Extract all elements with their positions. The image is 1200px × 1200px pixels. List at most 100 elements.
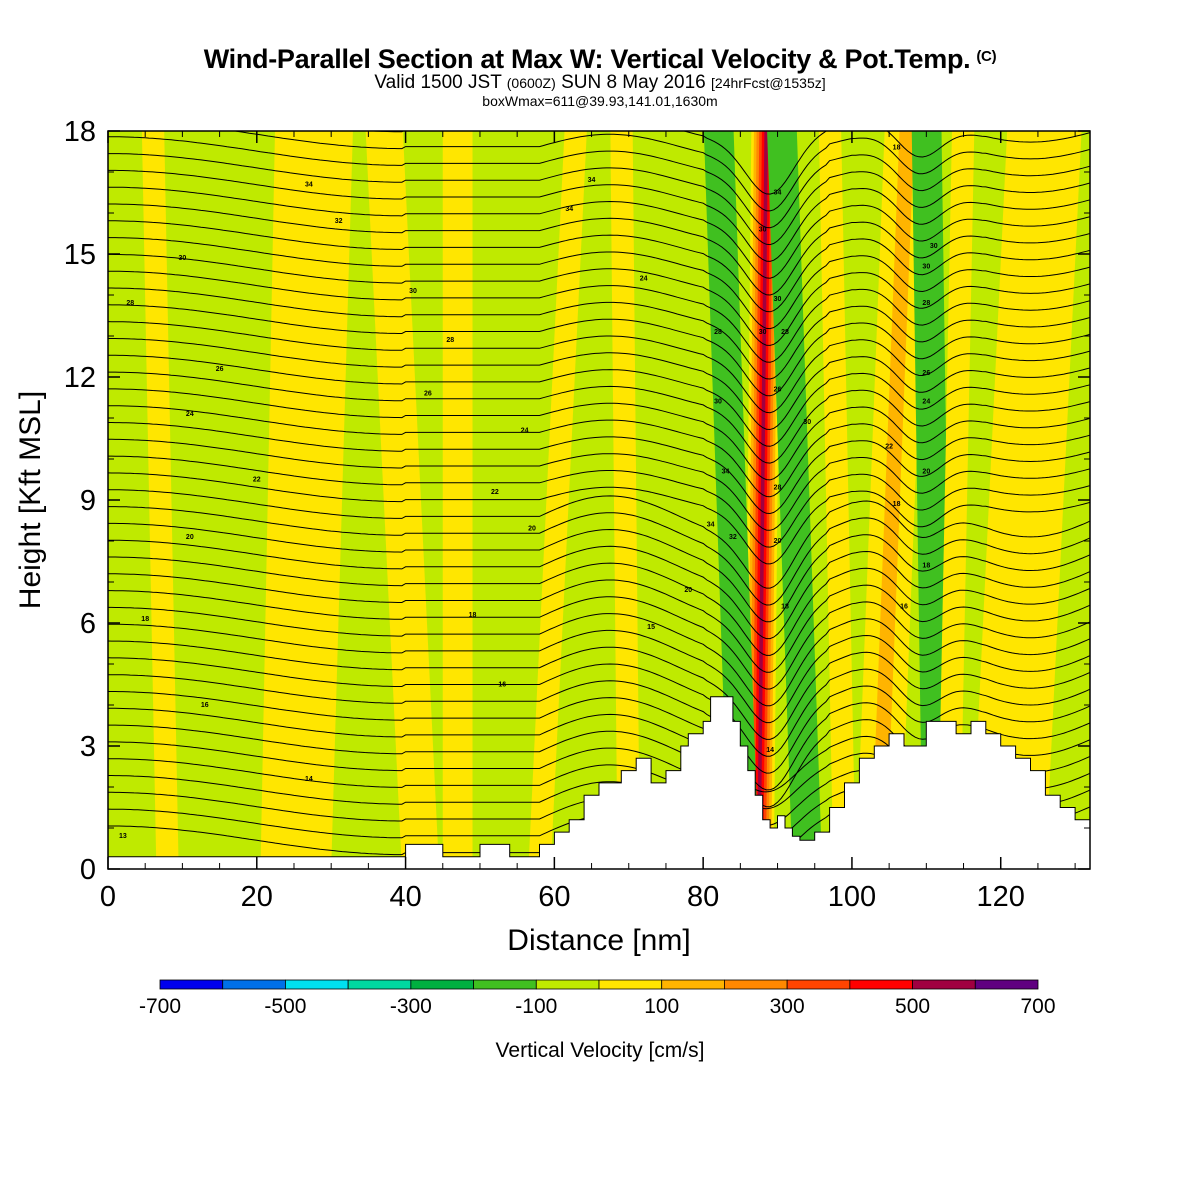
contour-label: 30 xyxy=(759,329,767,336)
theta-line xyxy=(108,640,1090,740)
band-level xyxy=(610,131,640,869)
band-level xyxy=(937,131,975,869)
theta-line xyxy=(108,321,1090,414)
band-descent-east xyxy=(767,131,823,869)
colorbar-swatch xyxy=(598,979,663,990)
theta-line xyxy=(108,153,1090,246)
chart-title-main: Wind-Parallel Section at Max W: Vertical… xyxy=(203,44,971,74)
theta-line xyxy=(108,657,1090,757)
contour-label: 26 xyxy=(424,390,432,397)
contour-label: 30 xyxy=(714,399,722,406)
x-tick-label: 100 xyxy=(828,881,876,913)
theta-line xyxy=(108,203,1090,296)
colorbar-swatch xyxy=(535,979,600,990)
band-weak-ascent-3 xyxy=(442,131,473,869)
theta-line xyxy=(108,405,1090,498)
contour-label: 30 xyxy=(774,296,782,303)
contour-label: 18 xyxy=(893,144,901,151)
contour-label: 20 xyxy=(922,468,930,475)
theta-line xyxy=(108,338,1090,431)
x-tick-label: 60 xyxy=(538,881,570,913)
forecast-info: [24hrFcst@1535z] xyxy=(711,75,826,91)
y-tick-label: 6 xyxy=(80,608,96,640)
colorbar-swatch xyxy=(222,979,286,990)
colorbar-swatch xyxy=(285,979,349,990)
theta-line xyxy=(108,388,1090,481)
theta-line xyxy=(108,169,1090,262)
contour-labels: 34 32 30 30 28 28 26 26 24 24 22 22 20 20 18 18 16 16 14 13… xyxy=(119,144,938,840)
valid-date: SUN 8 May 2016 xyxy=(561,72,706,93)
copyright-mark: (C) xyxy=(976,48,997,65)
contour-label: 34 xyxy=(565,206,573,213)
contour-label: 32 xyxy=(729,534,737,541)
theta-line xyxy=(108,606,1090,707)
colorbar-swatch xyxy=(849,979,913,990)
band-level xyxy=(301,131,353,869)
colorbar-swatch xyxy=(912,979,976,990)
contour-label: 30 xyxy=(930,243,938,250)
colorbar-tick-label: -100 xyxy=(515,995,557,1018)
colorbar-swatch xyxy=(974,979,1039,990)
band-level xyxy=(442,131,473,869)
theta-line xyxy=(108,186,1090,279)
theta-line xyxy=(231,131,1090,212)
theta-line xyxy=(108,573,1090,673)
contour-label: 34 xyxy=(707,522,715,529)
contour-label: 24 xyxy=(640,276,648,283)
theta-line xyxy=(108,371,1090,464)
contour-label: 20 xyxy=(528,526,536,533)
contour-label: 20 xyxy=(186,534,194,541)
contour-label: 28 xyxy=(446,337,454,344)
theta-line xyxy=(108,522,1090,623)
x-tick-label: 80 xyxy=(687,881,719,913)
y-axis-label: Height [Kft MSL] xyxy=(14,391,47,609)
y-tick-label: 3 xyxy=(80,731,96,763)
contour-label: 34 xyxy=(305,181,313,188)
contour-label: 26 xyxy=(774,386,782,393)
contour-label: 28 xyxy=(922,300,930,307)
theta-line xyxy=(364,131,1090,195)
box-info: boxWmax=611@39.93,141.01,1630m xyxy=(482,93,718,109)
theta-line xyxy=(108,237,1090,330)
contour-label: 20 xyxy=(684,587,692,594)
y-tick-label: 15 xyxy=(64,239,96,271)
chart-subtitle: Valid 1500 JST (0600Z) SUN 8 May 2016 [2… xyxy=(0,72,1200,94)
colorbar-tick-label: -700 xyxy=(139,995,181,1018)
theta-line xyxy=(108,220,1090,313)
contour-label: 15 xyxy=(647,624,655,631)
contour-label: 26 xyxy=(216,366,224,373)
theta-line xyxy=(108,438,1090,531)
colorbar-swatch xyxy=(473,979,537,990)
contour-label: 18 xyxy=(893,501,901,508)
y-tick-label: 0 xyxy=(80,854,96,886)
theta-line xyxy=(108,253,1090,346)
contour-label: 30 xyxy=(922,263,930,270)
contour-label: 30 xyxy=(803,419,811,426)
colorbar-swatch xyxy=(410,979,474,990)
contour-label: 28 xyxy=(714,329,722,336)
contour-label: 18 xyxy=(469,612,477,619)
y-tick-label: 18 xyxy=(64,116,96,148)
theta-line xyxy=(108,489,1090,589)
colorbar-tick-label: 100 xyxy=(644,995,679,1018)
theta-line xyxy=(108,354,1090,447)
colorbar-tick-label: 500 xyxy=(895,995,930,1018)
theta-line xyxy=(108,422,1090,515)
contour-label: 13 xyxy=(119,833,127,840)
contour-label: 24 xyxy=(521,427,529,434)
y-tick-label: 9 xyxy=(80,485,96,517)
contour-label: 34 xyxy=(588,177,596,184)
valid-time: Valid 1500 JST xyxy=(374,72,502,93)
colorbar-tick-label: 700 xyxy=(1020,995,1055,1018)
band-weak-ascent-5 xyxy=(610,131,640,869)
contour-label: 24 xyxy=(922,399,930,406)
contour-label: 18 xyxy=(922,563,930,570)
x-tick-label: 40 xyxy=(389,881,421,913)
x-tick-label: 120 xyxy=(977,881,1025,913)
theta-line xyxy=(108,590,1090,690)
terrain-silhouette xyxy=(108,696,1090,869)
contour-label: 22 xyxy=(491,489,499,496)
band-ascent-far-east xyxy=(970,131,1082,869)
colorbar-tick-label: -500 xyxy=(264,995,306,1018)
